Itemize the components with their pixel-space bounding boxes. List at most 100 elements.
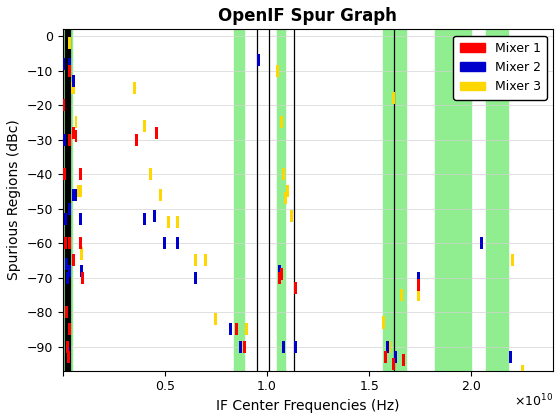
Bar — [234, 29, 244, 371]
Bar — [149, 168, 152, 180]
Bar — [68, 323, 71, 336]
Bar — [67, 351, 70, 363]
Bar — [435, 29, 472, 371]
Bar — [204, 255, 207, 266]
Bar — [382, 316, 385, 328]
Bar — [235, 323, 238, 336]
Bar — [386, 341, 389, 353]
Bar — [143, 120, 146, 132]
Bar — [284, 192, 287, 205]
Bar — [66, 341, 69, 353]
Bar — [68, 37, 71, 49]
Bar — [159, 189, 162, 201]
Bar — [417, 278, 419, 291]
Bar — [63, 58, 66, 70]
Bar — [80, 265, 82, 277]
Bar — [78, 213, 82, 225]
Bar — [417, 289, 419, 301]
Bar — [394, 351, 397, 363]
Bar — [239, 341, 242, 353]
Bar — [80, 247, 82, 260]
Bar — [78, 185, 82, 197]
Bar — [81, 272, 83, 284]
Bar — [278, 265, 281, 277]
Bar — [155, 127, 158, 139]
Bar — [403, 354, 405, 367]
Bar — [243, 341, 246, 353]
Bar — [480, 237, 483, 249]
Bar — [63, 99, 66, 111]
Bar — [245, 323, 248, 336]
Bar — [135, 134, 138, 146]
Title: OpenIF Spur Graph: OpenIF Spur Graph — [218, 7, 398, 25]
Bar — [63, 168, 67, 180]
Bar — [294, 282, 297, 294]
Bar — [294, 341, 297, 353]
Bar — [521, 365, 524, 377]
Bar — [78, 168, 82, 180]
Bar — [68, 65, 71, 77]
Bar — [392, 92, 395, 104]
Text: $\times10^{10}$: $\times10^{10}$ — [514, 393, 553, 410]
Bar — [68, 202, 71, 215]
Bar — [400, 289, 403, 301]
Bar — [277, 29, 286, 371]
Bar — [276, 65, 279, 77]
Bar — [68, 237, 71, 249]
Bar — [72, 127, 76, 139]
Bar — [392, 358, 395, 370]
Bar — [133, 82, 136, 94]
Bar — [282, 341, 285, 353]
Y-axis label: Spurious Regions (dBc): Spurious Regions (dBc) — [7, 120, 21, 281]
Bar — [68, 58, 71, 70]
Bar — [135, 134, 138, 146]
Bar — [508, 351, 512, 363]
Bar — [286, 185, 289, 197]
Bar — [72, 255, 76, 266]
Bar — [72, 82, 76, 94]
Bar — [417, 272, 419, 284]
Bar — [278, 272, 281, 284]
Bar — [74, 116, 77, 129]
Bar — [486, 29, 508, 371]
Bar — [64, 213, 67, 225]
Bar — [72, 82, 74, 94]
Bar — [235, 323, 238, 336]
Bar — [66, 306, 68, 318]
Bar — [176, 216, 179, 228]
Bar — [143, 213, 146, 225]
Bar — [388, 341, 391, 353]
X-axis label: IF Center Frequencies (Hz): IF Center Frequencies (Hz) — [216, 399, 400, 413]
Bar — [290, 210, 293, 222]
Bar — [77, 185, 80, 197]
Bar — [384, 29, 406, 371]
Bar — [280, 116, 283, 129]
Bar — [63, 134, 67, 146]
Bar — [66, 272, 69, 284]
Legend: Mixer 1, Mixer 2, Mixer 3: Mixer 1, Mixer 2, Mixer 3 — [453, 36, 547, 100]
Bar — [74, 189, 77, 201]
Bar — [282, 168, 285, 180]
Bar — [74, 130, 77, 142]
Bar — [67, 347, 69, 360]
Bar — [64, 237, 67, 249]
Bar — [68, 134, 71, 146]
Bar — [280, 268, 283, 280]
Bar — [167, 216, 170, 228]
Bar — [384, 351, 387, 363]
Bar — [66, 258, 68, 270]
Bar — [72, 75, 76, 87]
Bar — [258, 54, 260, 66]
Bar — [194, 272, 197, 284]
Bar — [153, 210, 156, 222]
Bar — [176, 237, 179, 249]
Bar — [63, 29, 72, 371]
Bar — [164, 237, 166, 249]
Bar — [194, 255, 197, 266]
Bar — [214, 313, 217, 325]
Bar — [229, 323, 232, 336]
Bar — [511, 255, 514, 266]
Bar — [72, 189, 76, 201]
Bar — [78, 237, 82, 249]
Bar — [68, 265, 71, 277]
